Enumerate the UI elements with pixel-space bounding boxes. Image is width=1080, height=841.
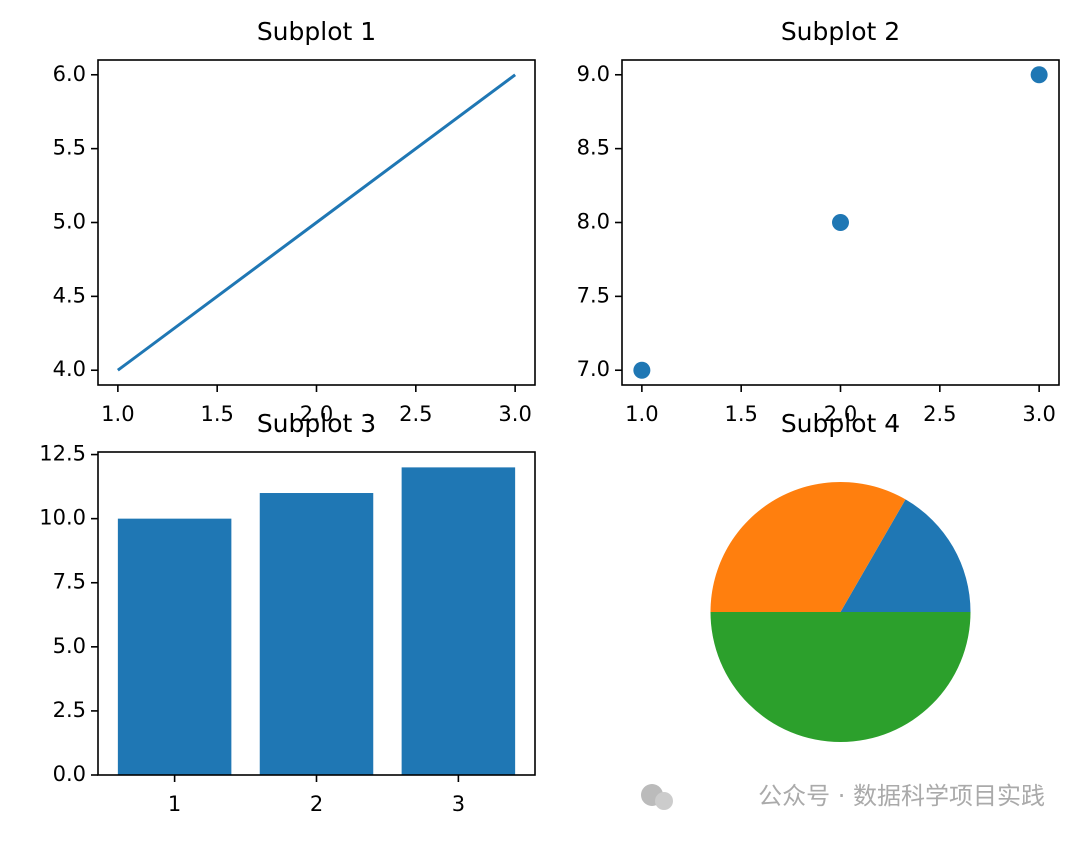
x-tick-label: 3.0 bbox=[1022, 402, 1055, 426]
y-tick-label: 6.0 bbox=[53, 62, 86, 86]
y-tick-label: 9.0 bbox=[577, 62, 610, 86]
pie-slice bbox=[710, 482, 906, 612]
y-tick-label: 2.5 bbox=[53, 698, 86, 722]
y-tick-label: 8.5 bbox=[577, 136, 610, 160]
x-tick-label: 2.5 bbox=[923, 402, 956, 426]
x-tick-label: 2.0 bbox=[300, 402, 333, 426]
x-tick-label: 1.5 bbox=[200, 402, 233, 426]
x-tick-label: 3.0 bbox=[498, 402, 531, 426]
chart-title: Subplot 2 bbox=[781, 17, 900, 46]
x-tick-label: 2 bbox=[310, 792, 323, 816]
y-tick-label: 7.0 bbox=[577, 357, 610, 381]
chart-title: Subplot 4 bbox=[781, 409, 900, 438]
pie-slice bbox=[840, 499, 971, 612]
y-tick-label: 5.0 bbox=[53, 210, 86, 234]
bar bbox=[401, 467, 516, 775]
watermark: 公众号 · 数据科学项目实践 bbox=[758, 782, 1045, 810]
y-tick-label: 10.0 bbox=[39, 506, 86, 530]
x-tick-label: 3 bbox=[452, 792, 465, 816]
watermark-icon bbox=[655, 792, 673, 810]
y-tick-label: 8.0 bbox=[577, 210, 610, 234]
bar bbox=[117, 518, 232, 775]
chart-title: Subplot 1 bbox=[257, 17, 376, 46]
y-tick-label: 7.5 bbox=[53, 570, 86, 594]
bar bbox=[259, 493, 374, 775]
x-tick-label: 1.0 bbox=[101, 402, 134, 426]
line bbox=[116, 73, 517, 372]
chart-title: Subplot 3 bbox=[257, 409, 376, 438]
y-tick-label: 5.0 bbox=[53, 634, 86, 658]
x-tick-label: 1 bbox=[168, 792, 181, 816]
y-tick-label: 4.0 bbox=[53, 357, 86, 381]
y-tick-label: 5.5 bbox=[53, 136, 86, 160]
point bbox=[832, 214, 849, 231]
x-tick-label: 1.0 bbox=[625, 402, 658, 426]
y-tick-label: 0.0 bbox=[53, 762, 86, 786]
y-tick-label: 4.5 bbox=[53, 283, 86, 307]
x-tick-label: 2.0 bbox=[824, 402, 857, 426]
x-tick-label: 1.5 bbox=[724, 402, 757, 426]
y-tick-label: 7.5 bbox=[577, 283, 610, 307]
point bbox=[633, 361, 651, 379]
point bbox=[1030, 66, 1048, 84]
pie-slice bbox=[710, 612, 971, 742]
x-tick-label: 2.5 bbox=[399, 402, 432, 426]
y-tick-label: 12.5 bbox=[39, 442, 86, 466]
